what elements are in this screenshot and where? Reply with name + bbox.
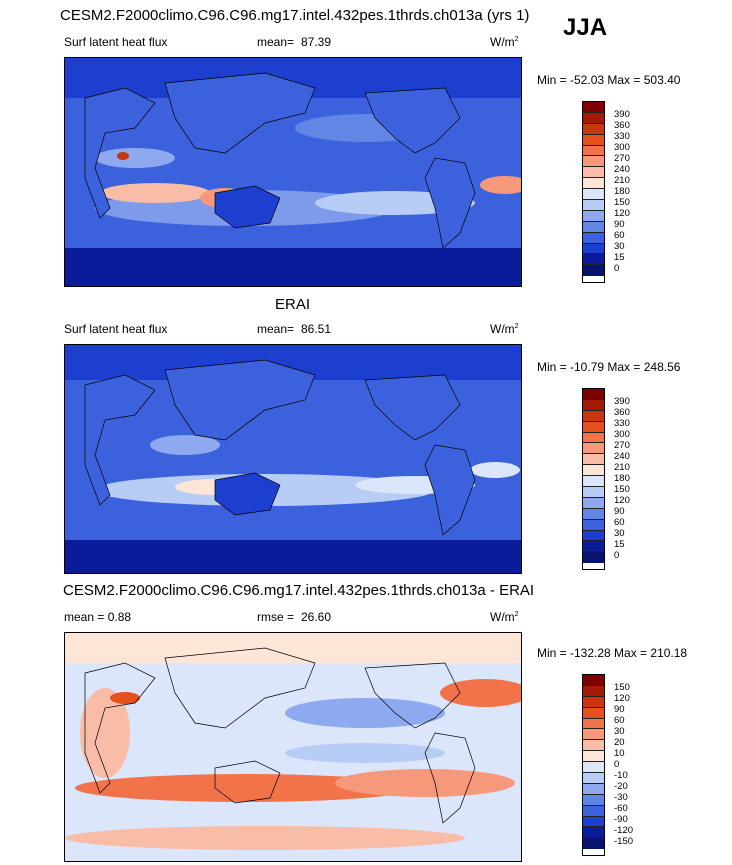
panel3-title: CESM2.F2000climo.C96.C96.mg17.intel.432p… [63,582,535,599]
colorbar-tick: -30 [614,792,628,803]
panel2-mean-label: mean= [257,322,295,336]
panel3-minmax: Min = -132.28 Max = 210.18 [537,646,688,660]
panel1-colorbar [582,101,605,283]
colorbar-tick: 390 [614,396,630,407]
colorbar-tick: 15 [614,539,625,550]
colorbar-tick: 30 [614,528,625,539]
colorbar-tick: -60 [614,803,628,814]
colorbar-tick: 300 [614,429,630,440]
colorbar-tick: 15 [614,252,625,263]
colorbar-tick: 30 [614,241,625,252]
colorbar-tick: 90 [614,219,625,230]
colorbar-tick: 30 [614,726,625,737]
panel3-map-svg [65,633,521,861]
colorbar-tick: 0 [614,759,620,770]
colorbar-tick: 210 [614,462,630,473]
colorbar-tick: 120 [614,208,630,219]
panel1-map-svg [65,58,521,286]
colorbar-tick: 240 [614,164,630,175]
panel1-mean-value: 87.39 [301,35,332,49]
panel1-units: W/m2 [490,35,519,49]
panel3-rmse-label: rmse = [257,610,295,624]
colorbar-tick: 90 [614,506,625,517]
panel3-rmse-value: 26.60 [301,610,332,624]
colorbar-tick: 180 [614,473,630,484]
colorbar-tick: -150 [614,836,634,847]
colorbar-tick: -10 [614,770,628,781]
colorbar-tick: 180 [614,186,630,197]
panel1-title: CESM2.F2000climo.C96.C96.mg17.intel.432p… [60,7,530,24]
panel2-units: W/m2 [490,322,519,336]
season-label: JJA [563,14,608,41]
colorbar-tick: -20 [614,781,628,792]
colorbar-tick: 270 [614,153,630,164]
colorbar-tick: 150 [614,197,630,208]
colorbar-tick: 240 [614,451,630,462]
colorbar-tick: 120 [614,495,630,506]
panel2-mean-value: 86.51 [301,322,332,336]
panel2-map [64,344,522,574]
colorbar-tick: 360 [614,120,630,131]
panel1-minmax: Min = -52.03 Max = 503.40 [537,73,681,87]
colorbar-tick: 390 [614,109,630,120]
colorbar-tick: 60 [614,230,625,241]
colorbar-tick: 120 [614,693,630,704]
colorbar-tick: 150 [614,484,630,495]
panel3-map [64,632,522,862]
colorbar-tick: 210 [614,175,630,186]
colorbar-tick: 0 [614,550,620,561]
panel1-variable-label: Surf latent heat flux [64,35,168,49]
panel3-units: W/m2 [490,610,519,624]
colorbar-tick: 300 [614,142,630,153]
colorbar-tick: 270 [614,440,630,451]
colorbar-tick: 10 [614,748,625,759]
colorbar-tick: 90 [614,704,625,715]
panel1-mean-label: mean= [257,35,295,49]
colorbar-tick: 150 [614,682,630,693]
colorbar-tick: 330 [614,418,630,429]
colorbar-tick: 330 [614,131,630,142]
panel1-map [64,57,522,287]
panel2-variable-label: Surf latent heat flux [64,322,168,336]
panel2-map-svg [65,345,521,573]
panel3-colorbar [582,674,605,856]
colorbar-tick: 0 [614,263,620,274]
colorbar-tick: 60 [614,715,625,726]
panel2-minmax: Min = -10.79 Max = 248.56 [537,360,681,374]
panel2-title: ERAI [275,296,311,313]
colorbar-tick: 60 [614,517,625,528]
colorbar-tick: -120 [614,825,634,836]
panel2-colorbar [582,388,605,570]
colorbar-tick: 20 [614,737,625,748]
colorbar-tick: -90 [614,814,628,825]
colorbar-tick: 360 [614,407,630,418]
panel3-mean-label: mean = 0.88 [64,610,132,624]
